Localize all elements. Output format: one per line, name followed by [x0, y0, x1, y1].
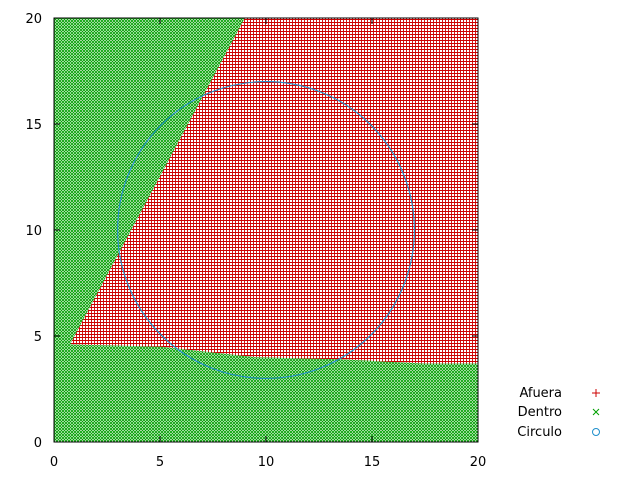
legend-label-afuera: Afuera	[519, 386, 562, 401]
y-tick-label: 5	[34, 330, 42, 345]
afuera-region	[71, 18, 478, 364]
y-tick-label: 10	[25, 224, 42, 239]
legend-marker-dentro	[592, 408, 600, 416]
y-tick-label: 0	[34, 436, 42, 451]
x-tick-label: 10	[258, 455, 275, 470]
legend-marker-afuera	[592, 389, 600, 397]
x-axis: 0 5 10 15 20	[50, 18, 486, 470]
legend-label-circulo: Circulo	[517, 425, 562, 440]
plot-area	[54, 18, 478, 442]
y-axis: 0 5 10 15 20	[25, 12, 478, 451]
circulo-series	[117, 81, 415, 379]
legend-label-dentro: Dentro	[518, 405, 562, 420]
x-tick-label: 5	[156, 455, 164, 470]
legend: Afuera Dentro Circulo	[517, 386, 600, 440]
x-tick-label: 0	[50, 455, 58, 470]
x-tick-label: 15	[364, 455, 381, 470]
x-tick-label: 20	[470, 455, 487, 470]
legend-marker-circulo	[592, 428, 600, 436]
y-tick-label: 15	[25, 118, 42, 133]
y-tick-label: 20	[25, 12, 42, 27]
